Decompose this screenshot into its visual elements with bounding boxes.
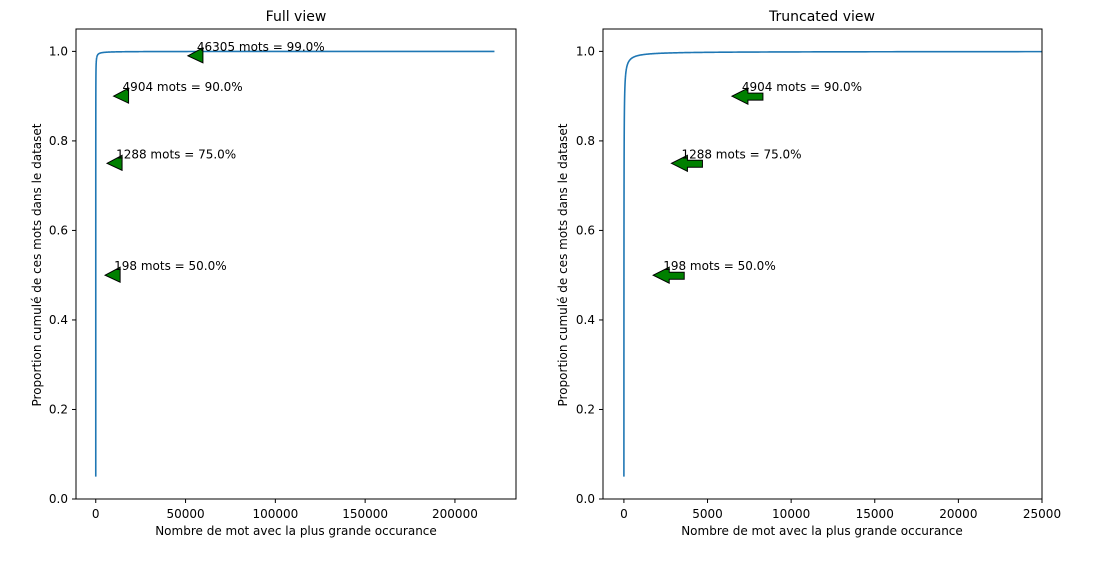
y-tick-label: 0.2 <box>49 402 68 416</box>
annotation-label: 198 mots = 50.0% <box>114 259 227 273</box>
chart-title: Truncated view <box>768 9 875 25</box>
y-axis-label: Proportion cumulé de ces mots dans le da… <box>30 123 44 406</box>
axes-frame <box>75 28 517 500</box>
y-tick-label: 0.8 <box>49 134 68 148</box>
axis-ticks: 0 5000 10000 15000 20000 25000 0.0 0.2 0.4 0.6 0.8… <box>576 44 1061 521</box>
annotation-label: 1288 mots = 75.0% <box>681 147 801 161</box>
annotation-arrow <box>112 87 130 104</box>
y-tick-label: 0.0 <box>576 492 595 506</box>
full-view-chart: Full view Nombre de mot avec la plus gra… <box>30 9 517 538</box>
cumulative-line <box>623 50 1042 477</box>
y-tick-label: 0.0 <box>49 492 68 506</box>
annotation-arrow <box>105 154 123 172</box>
y-tick-label: 0.6 <box>576 223 595 237</box>
annotation-arrow <box>652 266 685 284</box>
y-tick-label: 0.4 <box>576 313 595 327</box>
x-tick-label: 150000 <box>342 507 388 521</box>
plot-area: 198 mots = 50.0% 1288 mots = 75.0% 4904 mo… <box>94 40 495 477</box>
x-tick-label: 10000 <box>772 507 810 521</box>
x-tick-label: 0 <box>620 507 628 521</box>
annotation-arrow <box>186 47 204 64</box>
y-tick-label: 0.4 <box>49 313 68 327</box>
x-tick-label: 100000 <box>252 507 298 521</box>
annotation-label: 4904 mots = 90.0% <box>742 80 862 94</box>
y-tick-label: 0.6 <box>49 223 68 237</box>
plot-area: 198 mots = 50.0% 1288 mots = 75.0% 4904 mo… <box>623 50 1042 477</box>
x-tick-label: 5000 <box>692 507 723 521</box>
x-tick-label: 200000 <box>432 507 478 521</box>
axes-frame <box>602 28 1043 500</box>
x-axis-label: Nombre de mot avec la plus grande occura… <box>155 524 437 538</box>
y-axis-label: Proportion cumulé de ces mots dans le da… <box>556 123 570 406</box>
annotation-arrow <box>730 87 764 105</box>
y-tick-label: 0.2 <box>576 402 595 416</box>
annotation-arrow <box>670 154 703 173</box>
x-tick-label: 20000 <box>939 507 977 521</box>
annotation-arrow <box>103 266 121 283</box>
annotation-label: 1288 mots = 75.0% <box>116 147 236 161</box>
annotation-label: 198 mots = 50.0% <box>663 259 776 273</box>
truncated-view-chart: Truncated view Nombre de mot avec la plu… <box>556 9 1061 538</box>
y-tick-label: 1.0 <box>49 44 68 58</box>
x-tick-label: 25000 <box>1023 507 1061 521</box>
x-axis-label: Nombre de mot avec la plus grande occura… <box>681 524 963 538</box>
cumulative-line <box>94 50 495 477</box>
y-tick-label: 1.0 <box>576 44 595 58</box>
axis-ticks: 0 50000 100000 150000 200000 0.0 0.2 0.4 0.6 0.8 1… <box>49 44 478 521</box>
annotation-label: 46305 mots = 99.0% <box>197 40 325 54</box>
x-tick-label: 50000 <box>166 507 204 521</box>
x-tick-label: 0 <box>92 507 100 521</box>
annotation-label: 4904 mots = 90.0% <box>123 80 243 94</box>
x-tick-label: 15000 <box>856 507 894 521</box>
y-tick-label: 0.8 <box>576 134 595 148</box>
chart-title: Full view <box>266 9 327 25</box>
